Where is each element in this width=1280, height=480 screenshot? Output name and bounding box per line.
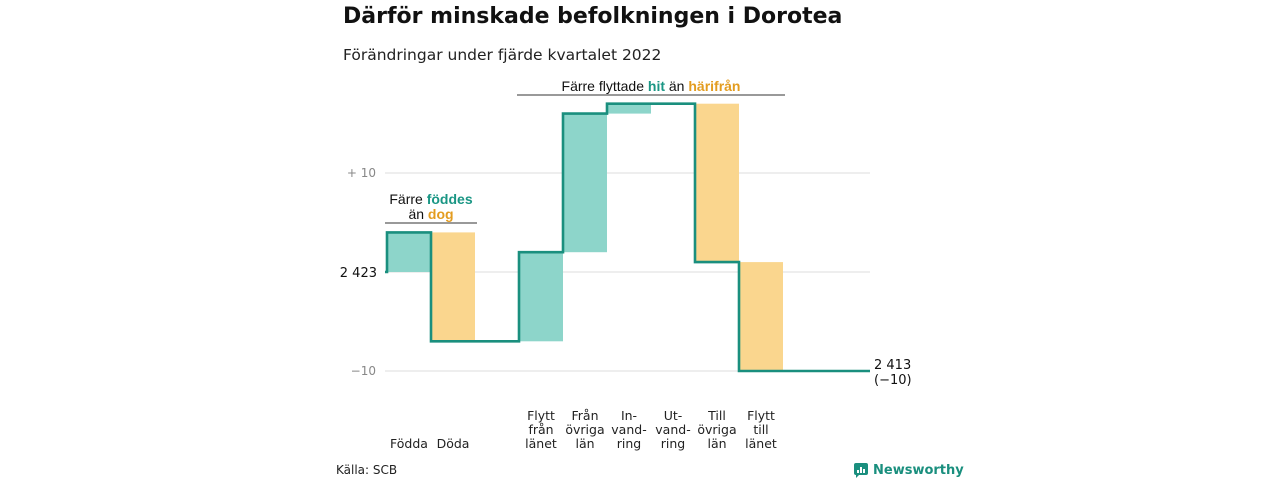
x-tick-label-4: In-vand-ring [611,408,646,451]
bar-7 [739,262,783,371]
brand-logo[interactable]: Newsworthy [853,462,964,478]
y-tick-label-1: −10 [351,364,376,378]
x-tick-label-7: Flytt till länet [745,408,777,451]
x-tick-label-0: Födda [390,436,428,451]
chart-subtitle: Förändringar under fjärde kvartalet 2022 [343,46,662,64]
annotation-0-line-1: än dog [408,206,453,222]
x-tick-label-5: Ut-vand-ring [655,408,690,451]
y-tick-label-0: + 10 [347,166,376,180]
bar-4 [607,103,651,114]
bar-6 [695,103,739,263]
bar-0 [387,232,431,272]
brand-name: Newsworthy [873,462,964,478]
bar-1 [431,232,475,342]
step-line [385,102,870,373]
annotation-1-line-0: Färre flyttade hit än härifrån [562,78,741,94]
bar-2 [519,252,563,342]
annotation-0-line-0: Färre föddes [389,191,472,207]
bar-3 [563,113,607,253]
end-value-label: 2 413 [874,358,911,373]
x-tick-label-2: Flytt från länet [525,408,557,451]
x-tick-label-1: Döda [437,436,470,451]
x-tick-label-3: Från övriga län [565,408,604,451]
start-value-label: 2 423 [340,266,377,281]
source-note: Källa: SCB [336,463,398,477]
x-tick-label-6: Till övriga län [697,408,736,451]
bar-chart-speech-icon [854,463,868,478]
chart-title: Därför minskade befolkningen i Dorotea [343,4,843,29]
end-change-label: (−10) [874,373,912,388]
